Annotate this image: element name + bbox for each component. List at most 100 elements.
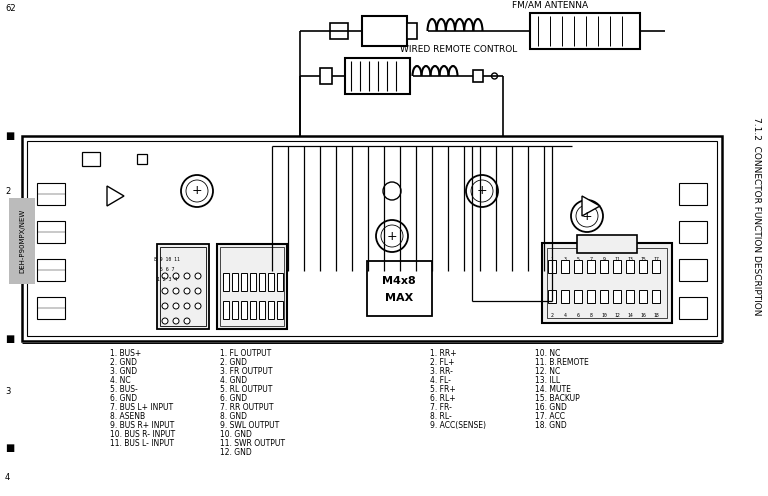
Text: 8. ASENB: 8. ASENB: [110, 412, 145, 421]
Text: 5: 5: [577, 257, 579, 262]
Circle shape: [186, 180, 208, 202]
Text: 4: 4: [564, 313, 567, 318]
Text: 7. FR-: 7. FR-: [430, 403, 452, 412]
Text: 18. GND: 18. GND: [535, 421, 567, 430]
Text: 2: 2: [551, 313, 554, 318]
Text: 8. GND: 8. GND: [220, 412, 247, 421]
Bar: [626, 290, 634, 303]
Text: 13: 13: [627, 257, 633, 262]
Bar: [639, 290, 647, 303]
Text: 15. BACKUP: 15. BACKUP: [535, 394, 580, 403]
Text: 6. GND: 6. GND: [220, 394, 247, 403]
Text: 3. RR-: 3. RR-: [430, 367, 453, 376]
Text: 2. FL+: 2. FL+: [430, 358, 455, 367]
Bar: [37, 221, 65, 243]
Text: WIRED REMOTE CONTROL: WIRED REMOTE CONTROL: [400, 45, 518, 54]
Circle shape: [195, 303, 201, 309]
Text: 18: 18: [653, 313, 659, 318]
Bar: [600, 290, 608, 303]
Bar: [679, 259, 707, 281]
Text: 8 9 10 11: 8 9 10 11: [154, 257, 180, 262]
Text: 5. BUS-: 5. BUS-: [110, 385, 137, 394]
Bar: [223, 301, 229, 319]
Bar: [407, 23, 417, 39]
Text: 3. FR OUTPUT: 3. FR OUTPUT: [220, 367, 273, 376]
Bar: [530, 13, 640, 49]
Bar: [542, 243, 672, 323]
Text: 9: 9: [603, 257, 605, 262]
Text: 4: 4: [5, 474, 10, 483]
Bar: [561, 260, 569, 273]
Text: 4. GND: 4. GND: [220, 376, 247, 385]
Text: 8: 8: [590, 313, 592, 318]
Bar: [268, 273, 274, 291]
Text: 10. BUS R- INPUT: 10. BUS R- INPUT: [110, 430, 175, 439]
Text: 11. BUS L- INPUT: 11. BUS L- INPUT: [110, 439, 174, 448]
Bar: [82, 152, 100, 166]
Text: 6. RL+: 6. RL+: [430, 394, 455, 403]
Text: 2. GND: 2. GND: [220, 358, 247, 367]
Text: 11. SWR OUTPUT: 11. SWR OUTPUT: [220, 439, 285, 448]
Text: ■: ■: [5, 334, 15, 344]
Bar: [241, 273, 247, 291]
Text: 12: 12: [614, 313, 620, 318]
Text: 7. BUS L+ INPUT: 7. BUS L+ INPUT: [110, 403, 173, 412]
Bar: [320, 68, 332, 84]
Circle shape: [466, 175, 498, 207]
Bar: [220, 247, 284, 326]
Text: 5. RL OUTPUT: 5. RL OUTPUT: [220, 385, 273, 394]
Circle shape: [181, 175, 213, 207]
Text: MAX: MAX: [385, 293, 413, 303]
Bar: [37, 183, 65, 205]
Text: 1. BUS+: 1. BUS+: [110, 349, 141, 358]
Bar: [613, 290, 621, 303]
Text: 16: 16: [640, 313, 646, 318]
Text: 8. RL-: 8. RL-: [430, 412, 452, 421]
Bar: [472, 70, 482, 82]
Text: DEH-P90MPX/NEW: DEH-P90MPX/NEW: [19, 209, 25, 273]
Bar: [679, 221, 707, 243]
Circle shape: [173, 318, 179, 324]
Text: 3: 3: [564, 257, 567, 262]
Circle shape: [376, 220, 408, 252]
Text: 12. GND: 12. GND: [220, 448, 252, 457]
Text: 9. ACC(SENSE): 9. ACC(SENSE): [430, 421, 486, 430]
Text: 1 2 3 4: 1 2 3 4: [157, 277, 177, 282]
Bar: [277, 273, 283, 291]
Text: 4. NC: 4. NC: [110, 376, 131, 385]
Bar: [639, 260, 647, 273]
Text: FM/AM ANTENNA: FM/AM ANTENNA: [512, 0, 588, 9]
Bar: [232, 301, 238, 319]
Text: 5 6 7: 5 6 7: [160, 267, 174, 272]
Text: 15: 15: [640, 257, 646, 262]
Bar: [223, 273, 229, 291]
Bar: [652, 260, 660, 273]
Bar: [22, 136, 722, 341]
Bar: [679, 183, 707, 205]
Circle shape: [173, 303, 179, 309]
Text: 1. RR+: 1. RR+: [430, 349, 457, 358]
Text: 6: 6: [577, 313, 579, 318]
Text: 17. ACC: 17. ACC: [535, 412, 565, 421]
Bar: [547, 248, 667, 318]
Text: 1. FL OUTPUT: 1. FL OUTPUT: [220, 349, 271, 358]
Text: 14: 14: [627, 313, 633, 318]
Text: 11: 11: [614, 257, 620, 262]
Bar: [259, 273, 265, 291]
Bar: [574, 260, 582, 273]
Circle shape: [383, 182, 401, 200]
Text: 12. NC: 12. NC: [535, 367, 560, 376]
Bar: [268, 301, 274, 319]
Bar: [241, 301, 247, 319]
Bar: [157, 244, 209, 329]
Bar: [345, 58, 410, 94]
Bar: [362, 16, 407, 46]
Text: 10: 10: [601, 313, 607, 318]
Bar: [250, 273, 256, 291]
Text: 3: 3: [5, 386, 11, 395]
Bar: [652, 290, 660, 303]
Text: 17: 17: [653, 257, 659, 262]
Bar: [277, 301, 283, 319]
Circle shape: [195, 273, 201, 279]
Bar: [577, 235, 637, 253]
